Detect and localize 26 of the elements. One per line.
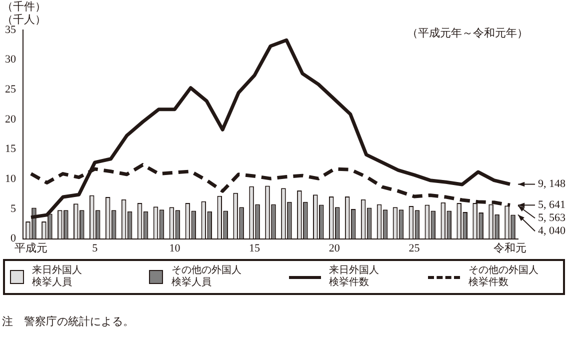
- y-tick-label: 15: [5, 143, 16, 156]
- x-tick-label: 平成元: [14, 241, 48, 254]
- y-axis-title: （千件）（千人）: [2, 1, 46, 26]
- x-tick-label: 10: [169, 242, 181, 254]
- y-tick-label: 25: [5, 84, 16, 96]
- x-tick-label: 5: [92, 242, 98, 254]
- chart-subtitle: （平成元年～令和元年）: [407, 26, 528, 40]
- y-tick-label: 35: [5, 24, 16, 36]
- legend-label: 来日外国人検挙件数: [328, 265, 379, 289]
- annotation: 4, 040: [538, 225, 566, 238]
- annotation: 5, 641: [538, 199, 566, 212]
- x-tick-label: 15: [249, 242, 261, 254]
- x-tick-label: 25: [408, 242, 420, 254]
- x-tick-label: 20: [328, 242, 340, 254]
- legend-label: 来日外国人検挙人員: [32, 265, 82, 289]
- y-tick-label: 30: [5, 54, 16, 66]
- y-tick-label: 0: [10, 232, 16, 245]
- annotation: 9, 148: [538, 178, 566, 190]
- text: 注 警察庁の統計による。: [2, 314, 134, 329]
- x-tick-label: 令和元: [494, 241, 527, 254]
- y-tick-label: 10: [5, 173, 16, 186]
- y-tick-label: 5: [10, 202, 16, 215]
- annotation: 5, 563: [538, 212, 566, 224]
- legend-label: その他の外国人検挙人員: [171, 265, 242, 289]
- y-tick-label: 20: [5, 113, 16, 126]
- legend-label: その他の外国人検挙件数: [468, 265, 538, 289]
